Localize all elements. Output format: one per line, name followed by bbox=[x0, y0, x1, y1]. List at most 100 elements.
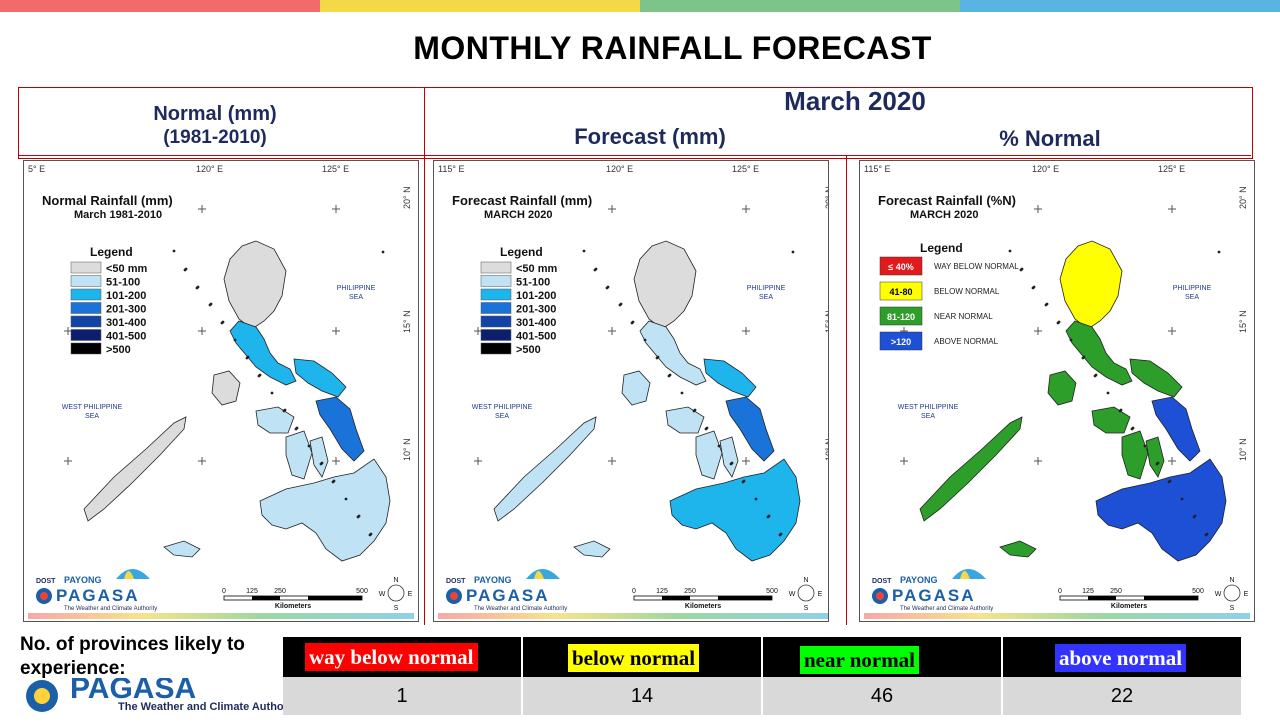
islet bbox=[183, 268, 187, 272]
sea-label-east: SEA bbox=[759, 294, 773, 301]
legend-label: 401-500 bbox=[516, 331, 556, 343]
compass-south: S bbox=[394, 605, 399, 612]
islet bbox=[1093, 374, 1097, 378]
legend-swatch bbox=[480, 261, 512, 274]
map-subtitle: MARCH 2020 bbox=[910, 209, 978, 221]
legend-swatch bbox=[480, 315, 512, 328]
strip-yellow bbox=[320, 0, 640, 12]
islet bbox=[1180, 497, 1184, 501]
logo-tagline: The Weather and Climate Authority bbox=[64, 606, 157, 612]
scale-bar-segment bbox=[718, 596, 772, 600]
logo-tagline: The Weather and Climate Authority bbox=[900, 606, 993, 612]
latitude-label: 20° N bbox=[824, 186, 829, 209]
strip-blue bbox=[960, 0, 1280, 12]
islet bbox=[643, 338, 647, 342]
count-below-normal: 14 bbox=[523, 677, 763, 715]
legend-label: 301-400 bbox=[516, 317, 556, 329]
islet bbox=[307, 444, 311, 448]
island-palawan bbox=[493, 416, 597, 522]
legend-label: <50 mm bbox=[516, 263, 557, 275]
island-palawan bbox=[83, 416, 187, 522]
islet bbox=[270, 391, 274, 395]
scale-tick: 500 bbox=[1192, 588, 1204, 595]
islet bbox=[319, 462, 323, 466]
islet bbox=[630, 321, 634, 325]
legend-label: 201-300 bbox=[516, 304, 556, 316]
provinces-caption: No. of provinces likely to experience: bbox=[20, 634, 245, 679]
sea-label-west: WEST PHILIPPINE bbox=[898, 404, 959, 411]
header-frame bbox=[18, 87, 1253, 159]
normal-period: (1981-2010) bbox=[163, 127, 267, 148]
strip-green bbox=[640, 0, 960, 12]
category-above-normal: above normal bbox=[1055, 644, 1187, 672]
longitude-label: 125° E bbox=[322, 164, 349, 174]
legend-swatch bbox=[70, 288, 102, 301]
logo-bottom-pagasa-text: PAGASA bbox=[70, 678, 196, 705]
island-negros bbox=[285, 430, 313, 480]
islet bbox=[245, 356, 249, 360]
compass-west: W bbox=[1215, 591, 1222, 598]
island-negros bbox=[1121, 430, 1149, 480]
legend-swatch bbox=[70, 329, 102, 341]
count-row: 1 14 46 22 bbox=[283, 677, 1241, 715]
sea-label-west: WEST PHILIPPINE bbox=[472, 404, 533, 411]
legend-label: >500 bbox=[516, 344, 541, 356]
scale-bar-segment bbox=[308, 596, 362, 600]
longitude-label: 115° E bbox=[864, 164, 890, 174]
islet bbox=[1143, 444, 1147, 448]
island-cebu bbox=[309, 436, 329, 478]
province-count-table: way below normal below normal near norma… bbox=[283, 637, 1241, 715]
pagasa-logo-bottom: PAGASA The Weather and Climate Authority bbox=[14, 672, 302, 725]
scale-tick: 500 bbox=[766, 588, 778, 595]
logo-dost: DOST bbox=[446, 578, 466, 585]
legend-label: >120 bbox=[891, 337, 911, 347]
island-mindanao bbox=[259, 458, 391, 562]
latitude-label: 15° N bbox=[402, 310, 412, 333]
islet bbox=[667, 374, 671, 378]
islet bbox=[1130, 427, 1134, 431]
compass-icon bbox=[797, 584, 815, 602]
longitude-label: 125° E bbox=[732, 164, 759, 174]
page-title: MONTHLY RAINFALL FORECAST bbox=[413, 30, 932, 66]
map-title: Normal Rainfall (mm) bbox=[42, 193, 173, 208]
umbrella-icon bbox=[526, 569, 560, 579]
scale-tick: 250 bbox=[684, 588, 696, 595]
count-way-below-normal: 1 bbox=[283, 677, 523, 715]
category-row: way below normal below normal near norma… bbox=[283, 637, 1241, 677]
map-subtitle: March 1981-2010 bbox=[74, 209, 162, 221]
sea-label-west: WEST PHILIPPINE bbox=[62, 404, 123, 411]
legend-label: 201-300 bbox=[106, 304, 146, 316]
islet bbox=[1192, 515, 1196, 519]
logo-emblem-icon bbox=[40, 592, 48, 600]
sea-label-east: PHILIPPINE bbox=[747, 285, 786, 292]
rainbow-strip bbox=[438, 613, 828, 619]
logo-emblem-icon bbox=[450, 592, 458, 600]
islet bbox=[1155, 462, 1159, 466]
island-negros bbox=[695, 430, 723, 480]
scale-unit: Kilometers bbox=[685, 603, 721, 610]
islet bbox=[741, 480, 745, 484]
island-palawan bbox=[919, 416, 1023, 522]
islet bbox=[233, 338, 237, 342]
category-below-normal: below normal bbox=[568, 644, 700, 672]
islet bbox=[680, 391, 684, 395]
scale-tick: 500 bbox=[356, 588, 368, 595]
compass-icon bbox=[1223, 584, 1241, 602]
logo-bottom-tagline: The Weather and Climate Authority bbox=[118, 701, 284, 713]
islet bbox=[754, 497, 758, 501]
legend-label: <50 mm bbox=[106, 263, 147, 275]
scale-tick: 0 bbox=[222, 588, 226, 595]
percent-normal-header: % Normal bbox=[999, 126, 1101, 151]
scale-bar-segment bbox=[1088, 596, 1116, 600]
island-cebu bbox=[1145, 436, 1165, 478]
island-luzon-south bbox=[229, 320, 297, 386]
islet bbox=[282, 409, 286, 413]
island-mindanao bbox=[1095, 458, 1227, 562]
islet bbox=[344, 497, 348, 501]
latitude-label: 10° N bbox=[824, 438, 829, 461]
islet bbox=[172, 249, 176, 253]
island-samar-leyte bbox=[315, 396, 365, 462]
legend-swatch bbox=[480, 329, 512, 341]
island-luzon-north bbox=[633, 240, 697, 330]
category-near-normal: near normal bbox=[800, 646, 920, 674]
